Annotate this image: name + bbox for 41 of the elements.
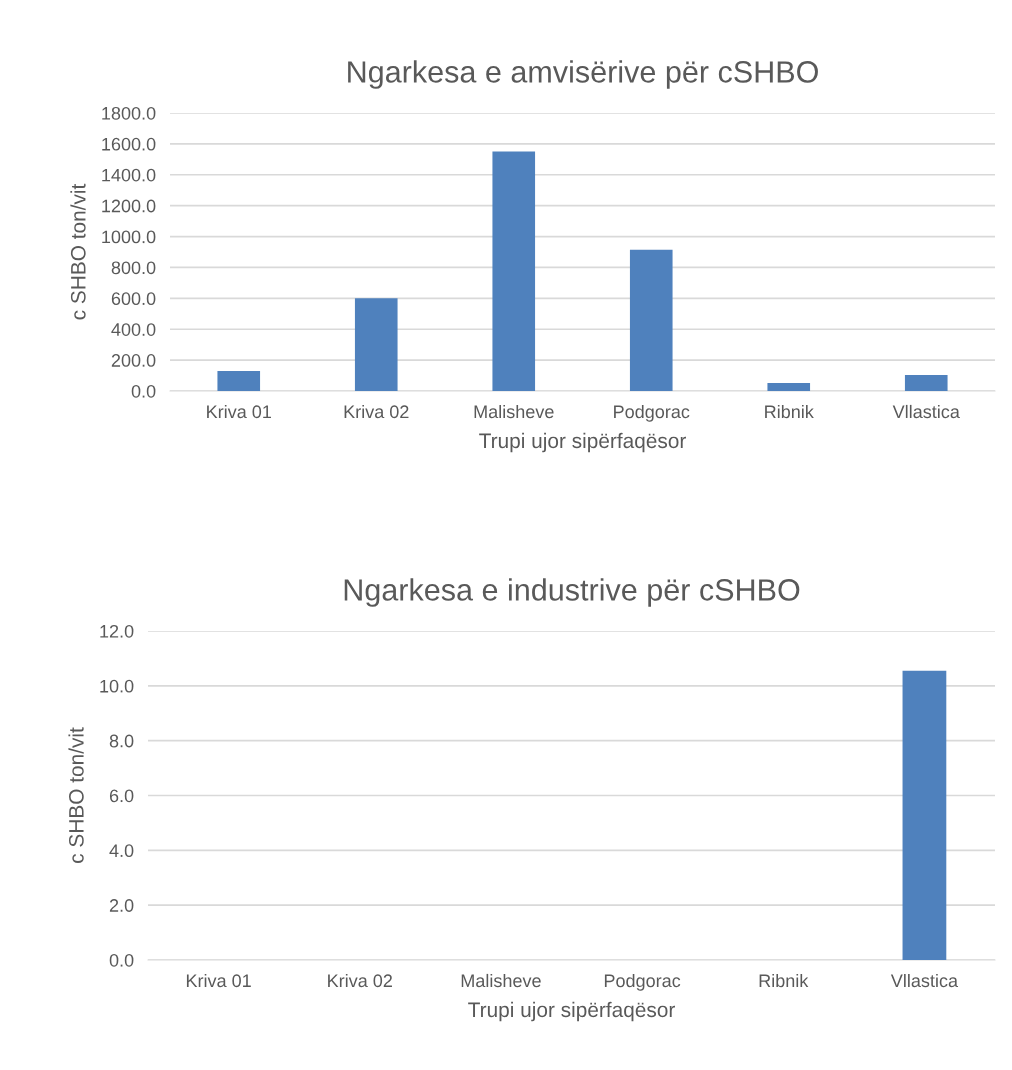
x-axis-title: Trupi ujor sipërfaqësor [468,1001,675,1022]
y-tick-label: 1800.0 [102,106,156,120]
x-tick-label: Podgorac [604,973,681,991]
y-tick-label: 6.0 [109,789,134,803]
y-tick-label: 1200.0 [102,199,156,213]
y-tick-label: 1000.0 [102,230,156,244]
y-tick-label: 12.0 [100,624,134,638]
x-tick-label: Kriva 02 [328,973,392,988]
x-axis-title: Trupi ujor sipërfaqësor [479,432,686,453]
y-tick-label: 200.0 [111,354,156,367]
chart-title: Ngarkesa e amvisërive për cSHBO [348,60,818,89]
bar [767,383,811,391]
y-tick-label: 800.0 [111,261,156,275]
x-tick-label: Kriva 02 [344,404,409,419]
y-tick-label: 8.0 [109,734,134,748]
x-tick-label: Podgorac [614,404,690,422]
y-tick-label: 0.0 [131,384,156,398]
y-tick-label: 1400.0 [102,168,156,182]
x-tick-label: Malisheve [461,973,541,988]
x-tick-label: Vllastica [892,404,960,419]
chart-title: Ngarkesa e industrive për cSHBO [344,578,800,607]
bar [217,370,261,391]
y-tick-label: 2.0 [109,899,134,912]
y-tick-label: 400.0 [111,323,156,336]
bar [354,298,398,391]
y-axis-title: c SHBO ton/vit [68,727,84,863]
bar [629,249,673,391]
y-tick-label: 0.0 [109,953,134,967]
y-axis-title: c SHBO ton/vit [70,183,86,320]
y-tick-label: 4.0 [109,844,134,858]
x-tick-label: Ribnik [759,973,809,988]
y-tick-label: 1600.0 [102,137,156,151]
x-tick-label: Kriva 01 [207,404,271,419]
x-tick-label: Vllastica [890,973,959,988]
x-tick-label: Kriva 01 [186,973,251,988]
bar [492,151,536,391]
y-tick-label: 10.0 [100,679,134,693]
y-tick-label: 600.0 [111,292,156,306]
bar [904,375,948,391]
x-tick-label: Malisheve [474,404,554,419]
x-tick-label: Ribnik [765,404,814,419]
